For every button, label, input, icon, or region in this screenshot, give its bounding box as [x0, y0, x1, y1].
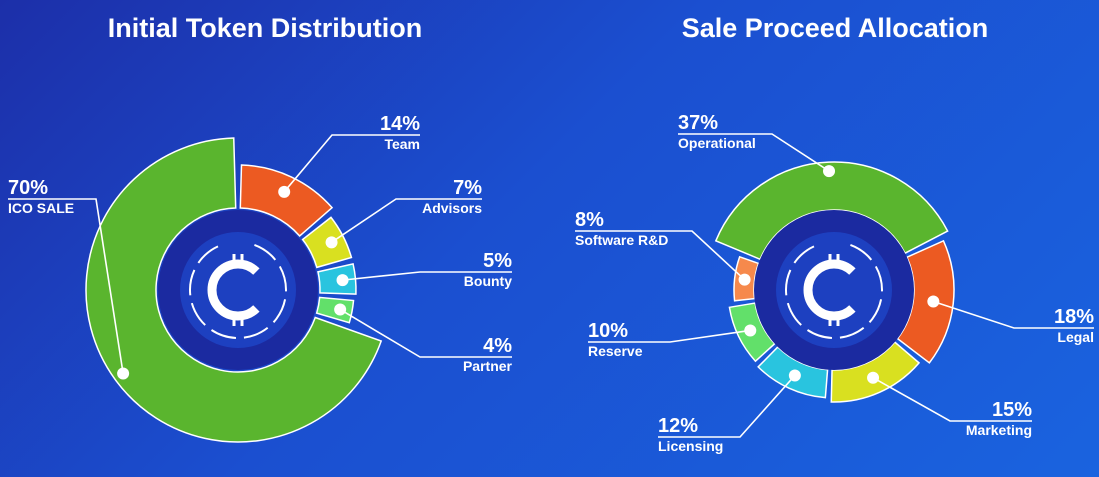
leader-ico-sale: [8, 198, 124, 374]
chart-title-sale-proceed: Sale Proceed Allocation: [682, 13, 989, 43]
data-label-licensing: 12%: [658, 415, 698, 437]
leader-advisors: [331, 198, 482, 243]
slice-team: [239, 164, 334, 238]
coin-logo-icon: [754, 210, 914, 370]
category-label-team: Team: [384, 136, 420, 152]
category-label-advisors: Advisors: [422, 200, 482, 216]
leader-line: [658, 374, 796, 438]
logo-disc: [180, 232, 296, 348]
data-label-ico-sale: 70%: [8, 177, 48, 199]
category-label-software-randd: Software R&D: [575, 232, 668, 248]
category-label-partner: Partner: [463, 358, 513, 374]
category-label-bounty: Bounty: [464, 273, 512, 289]
leader-operational: [678, 133, 830, 172]
pie-chart-sale-proceed: 37%Operational 18%Legal 15%Marketing 12%Lic…: [575, 112, 1094, 454]
leader-line: [933, 300, 1094, 329]
pie-chart-token-distribution: 70%ICO SALE 14%Team 7%Advisors 5%Bounty 4%Pa…: [8, 113, 513, 443]
chart-title-token-distribution: Initial Token Distribution: [108, 13, 423, 43]
leader-line: [678, 133, 830, 172]
category-label-legal: Legal: [1057, 329, 1094, 345]
data-label-bounty: 5%: [483, 250, 512, 272]
data-label-software-randd: 8%: [575, 209, 604, 231]
leader-line: [575, 230, 746, 281]
leader-line: [872, 377, 1032, 422]
data-label-legal: 18%: [1054, 306, 1094, 328]
logo-disc: [776, 232, 892, 348]
category-label-marketing: Marketing: [966, 422, 1032, 438]
leader-team: [283, 134, 420, 193]
leader-line: [8, 198, 124, 374]
leader-line: [588, 329, 751, 343]
leader-software-randd: [575, 230, 746, 281]
data-label-operational: 37%: [678, 112, 718, 134]
leader-licensing: [658, 374, 796, 438]
logo-ring: [785, 243, 883, 339]
slice-ico-sale: [85, 137, 383, 443]
leader-line: [283, 134, 420, 193]
category-label-reserve: Reserve: [588, 343, 643, 359]
leader-line: [331, 198, 482, 243]
leader-reserve: [588, 329, 751, 343]
logo-ring: [189, 243, 287, 339]
leader-partner: [339, 308, 512, 358]
leader-marketing: [872, 377, 1032, 422]
leader-line: [339, 308, 512, 358]
leader-bounty: [342, 271, 512, 281]
category-label-ico-sale: ICO SALE: [8, 200, 74, 216]
data-label-marketing: 15%: [992, 399, 1032, 421]
data-label-reserve: 10%: [588, 320, 628, 342]
data-label-team: 14%: [380, 113, 420, 135]
category-label-licensing: Licensing: [658, 438, 723, 454]
category-label-operational: Operational: [678, 135, 756, 151]
coin-logo-icon: [158, 210, 318, 370]
leader-legal: [933, 300, 1094, 329]
leader-line: [342, 271, 512, 281]
data-label-partner: 4%: [483, 335, 512, 357]
data-label-advisors: 7%: [453, 177, 482, 199]
